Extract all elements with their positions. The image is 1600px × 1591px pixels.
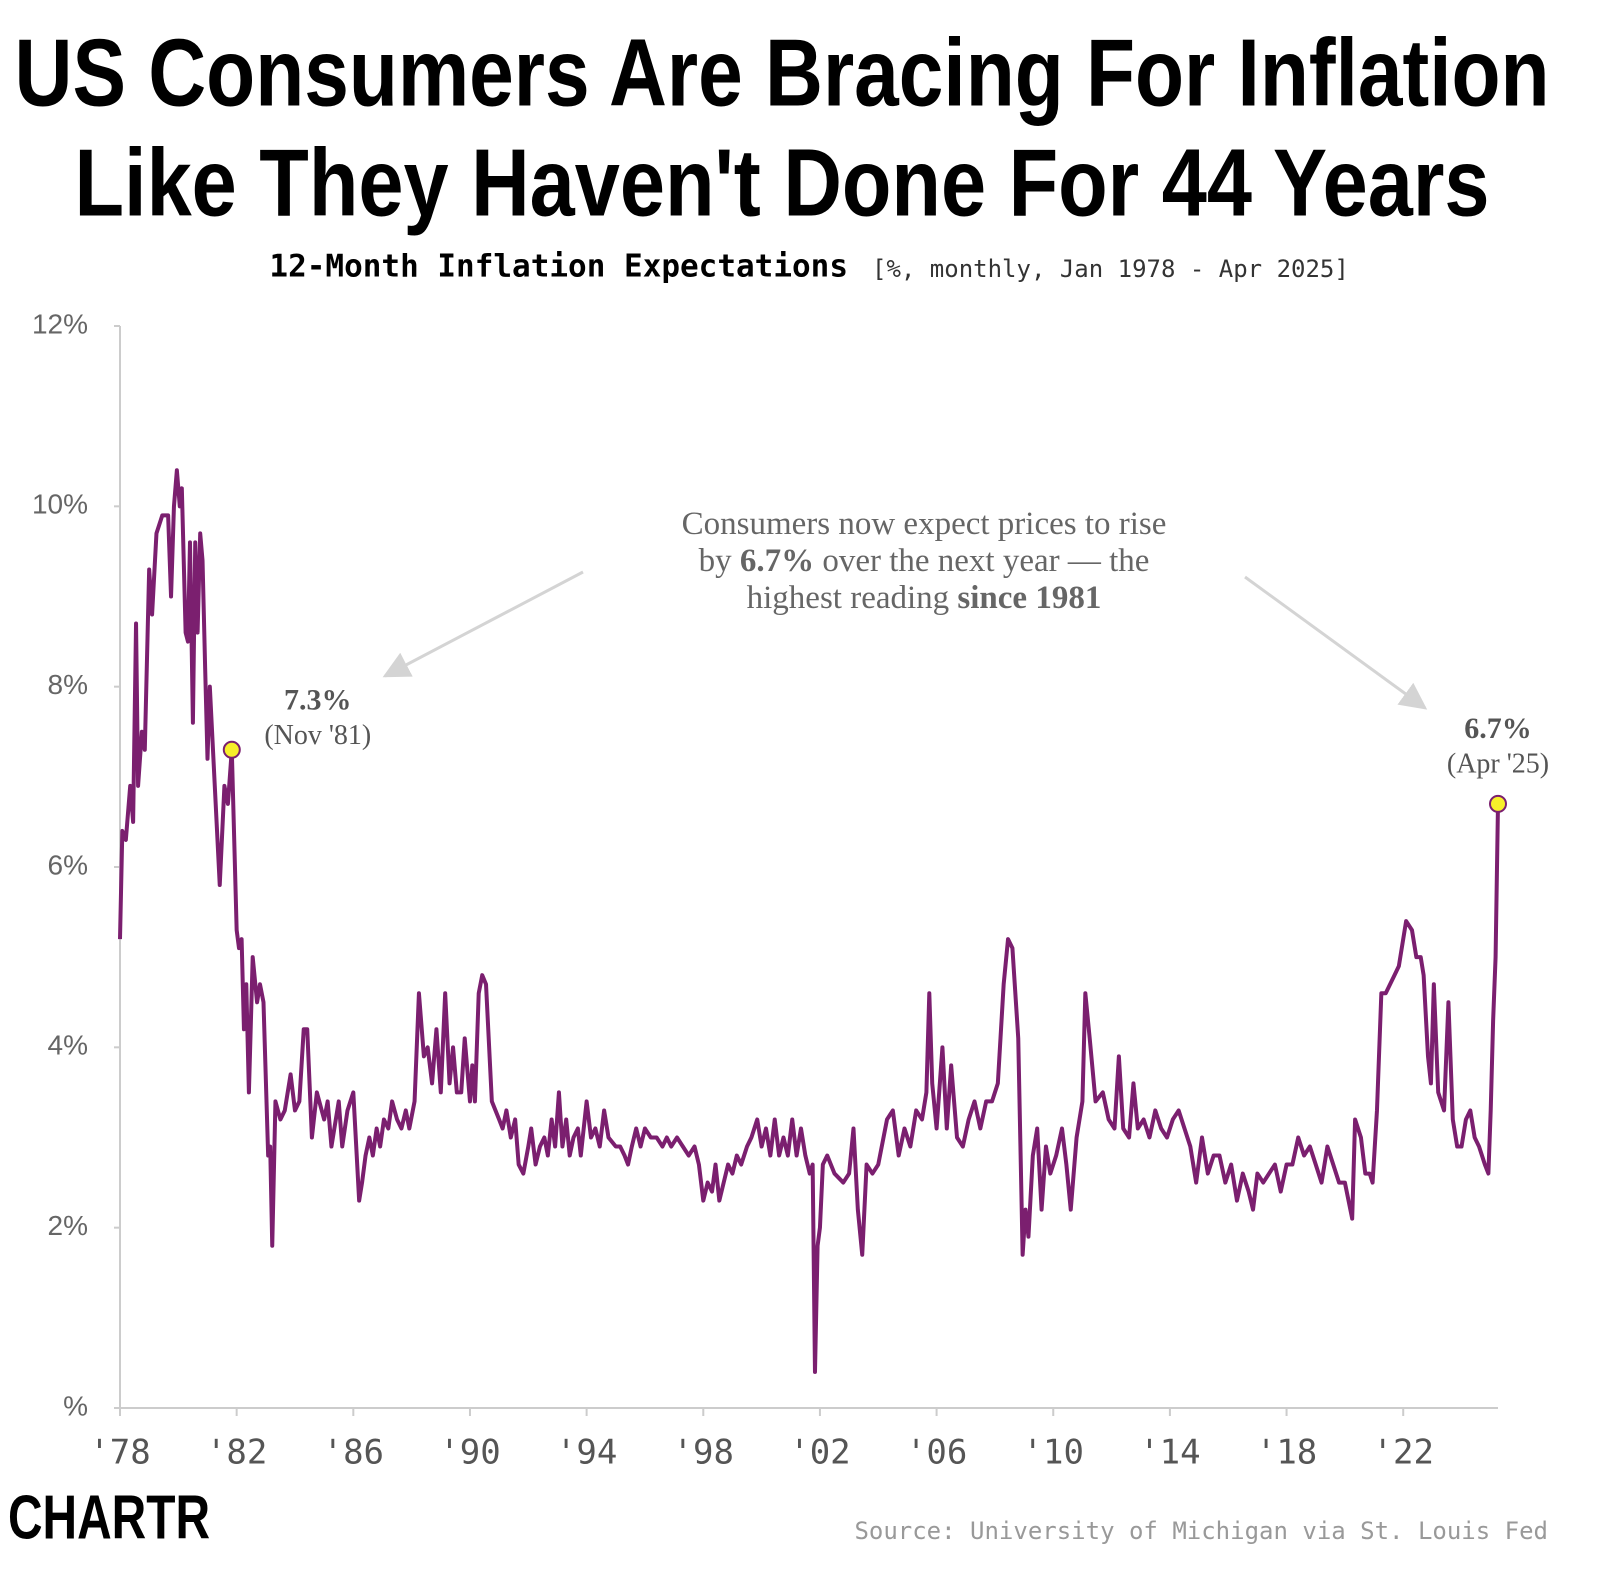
x-tick-label: '94 — [556, 1433, 617, 1473]
x-tick-label: '22 — [1373, 1433, 1434, 1473]
x-tick-label: '82 — [206, 1433, 267, 1473]
x-tick-label: '14 — [1139, 1433, 1200, 1473]
callout-text: since 1981 — [957, 580, 1101, 616]
highlight-point — [1489, 794, 1507, 813]
y-tick-label: 4% — [48, 1030, 88, 1061]
callout-text: over the next year — the — [814, 543, 1149, 579]
callout-arrow — [1244, 575, 1428, 710]
x-tick-label: '78 — [89, 1433, 150, 1473]
chart-subtitle: 12-Month Inflation Expectations — [269, 249, 848, 285]
highlight-value: 7.3% — [284, 684, 352, 717]
callout-line: highest reading since 1981 — [747, 580, 1102, 616]
x-tick-label: '86 — [323, 1433, 384, 1473]
x-tick-label: '02 — [789, 1433, 850, 1473]
callout-text: highest reading — [747, 580, 958, 616]
callout-text: by — [699, 543, 740, 579]
x-tick-label: '10 — [1023, 1433, 1084, 1473]
y-tick-label: % — [63, 1390, 88, 1421]
highlight-point — [222, 740, 241, 759]
x-tick-label: '90 — [439, 1433, 500, 1473]
y-tick-label: 10% — [32, 489, 88, 520]
chart-title: US Consumers Are Bracing For Inflation — [15, 19, 1550, 126]
source: Source: University of Michigan via St. L… — [854, 1517, 1548, 1545]
y-tick-label: 12% — [32, 308, 88, 339]
callout-text: 6.7% — [740, 543, 814, 579]
x-tick-label: '06 — [906, 1433, 967, 1473]
y-tick-label: 6% — [48, 849, 88, 880]
highlight-date: (Apr '25) — [1447, 748, 1549, 779]
callout-line: Consumers now expect prices to rise — [682, 506, 1167, 542]
callout-line: by 6.7% over the next year — the — [699, 543, 1150, 579]
y-tick-label: 2% — [48, 1210, 88, 1241]
x-tick-label: '18 — [1256, 1433, 1317, 1473]
series-line — [118, 468, 1500, 1374]
x-tick-label: '98 — [673, 1433, 734, 1473]
chart-subtitle-note: [%, monthly, Jan 1978 - Apr 2025] — [872, 255, 1349, 283]
chart-title: Like They Haven't Done For 44 Years — [75, 129, 1490, 236]
logo: CHARTR — [8, 1483, 210, 1552]
callout-arrow — [382, 570, 584, 678]
highlight-date: (Nov '81) — [264, 720, 371, 751]
highlight-value: 6.7% — [1464, 712, 1532, 745]
callout-text: Consumers now expect prices to rise — [682, 506, 1167, 542]
y-tick-label: 8% — [48, 669, 88, 700]
